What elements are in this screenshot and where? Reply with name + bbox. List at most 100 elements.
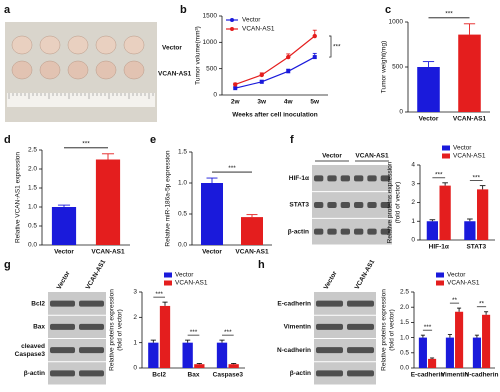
y-tick-label: 1.5: [178, 149, 187, 156]
bar: [51, 207, 77, 245]
blot-band: [367, 202, 377, 208]
blot-band: [327, 202, 337, 208]
x-tick-label: E-cadherin: [411, 372, 445, 379]
blot-band: [340, 202, 350, 208]
significance: ***: [190, 329, 198, 336]
y-axis-label: Tumor volume(mm³): [195, 26, 202, 85]
blot-row-label: Caspase3: [15, 351, 46, 358]
blot-band: [380, 175, 390, 182]
significance-bracket: [329, 35, 332, 58]
bar: [445, 337, 454, 368]
legend-label: Vector: [453, 145, 472, 152]
x-tick-label: 2w: [231, 99, 241, 106]
y-tick-label: 0.5: [28, 223, 37, 230]
blot-band: [347, 323, 374, 330]
legend-label: VCAN-AS1: [447, 280, 480, 287]
tumor: [11, 60, 33, 80]
y-tick-label: 1000: [389, 19, 404, 26]
legend-label: Vector: [175, 272, 194, 279]
blot-band: [50, 323, 75, 330]
blot-band: [316, 300, 343, 307]
y-tick-label: 0: [411, 237, 415, 244]
significance: **: [479, 300, 485, 307]
x-tick-label: Vector: [202, 249, 222, 256]
significance: ***: [424, 324, 432, 331]
legend-label: Vector: [242, 17, 261, 24]
blot-column-label: Vector: [323, 270, 339, 291]
blot-row-label: Bcl2: [31, 300, 45, 307]
marker: [312, 55, 317, 60]
x-axis-label: Weeks after cell inoculation: [232, 112, 318, 119]
x-tick-label: VCAN-AS1: [91, 249, 125, 256]
x-tick-label: Vector: [54, 249, 74, 256]
bar: [159, 305, 171, 368]
x-tick-label: Bcl2: [152, 372, 166, 379]
tumor: [67, 35, 89, 55]
y-axis-label: (fold of vector): [395, 182, 402, 224]
legend-label: VCAN-AS1: [242, 26, 275, 33]
y-tick-label: 2.0: [400, 304, 409, 311]
blot-band: [79, 370, 104, 377]
blot-band: [314, 228, 324, 235]
panel-letter: g: [4, 259, 11, 271]
y-axis-label: Relative proteins expression: [381, 289, 388, 371]
tumor: [39, 35, 61, 55]
x-tick-label: HIF-1α: [429, 244, 449, 251]
blot-band: [327, 228, 337, 235]
blot-row-label: β-actin: [290, 370, 311, 377]
tumor: [123, 35, 145, 55]
blot-column-label: Vector: [56, 270, 72, 291]
blot-row-label: N-cadherin: [277, 347, 311, 354]
bar: [455, 311, 464, 368]
blot-band: [314, 202, 324, 208]
bar: [472, 337, 481, 368]
blot-band: [340, 175, 350, 182]
blot-row-label: HIF-1α: [289, 175, 309, 182]
x-tick-label: Vimentin: [441, 372, 468, 379]
y-tick-label: 0: [213, 92, 217, 99]
bar: [439, 185, 451, 240]
tumor: [95, 60, 117, 80]
x-tick-label: N-cadherin: [465, 372, 499, 379]
blot-band: [347, 300, 374, 307]
y-tick-label: 0.0: [178, 242, 187, 249]
bar: [426, 221, 438, 240]
y-tick-label: 0.5: [400, 350, 409, 357]
blot-column-label: VCAN-AS1: [354, 258, 377, 291]
bar: [464, 221, 476, 240]
legend-marker: [230, 27, 234, 31]
blot-band: [79, 323, 104, 330]
bar: [216, 342, 228, 368]
legend-swatch: [164, 272, 172, 278]
y-tick-label: 0: [399, 109, 403, 116]
blot-band: [316, 323, 343, 330]
legend-swatch: [442, 145, 450, 151]
y-tick-label: 1.5: [28, 185, 37, 192]
tumor: [11, 35, 33, 55]
y-tick-label: 2: [133, 314, 137, 321]
legend-label: VCAN-AS1: [453, 153, 486, 160]
y-tick-label: 0.0: [400, 365, 409, 372]
photo-label: Vector: [162, 45, 182, 52]
blot-band: [354, 175, 364, 182]
y-tick-label: 1.0: [178, 180, 187, 187]
bar: [418, 337, 427, 368]
legend-swatch: [442, 153, 450, 159]
panel-letter: a: [4, 4, 11, 16]
y-tick-label: 0: [133, 365, 137, 372]
y-tick-label: 1: [411, 218, 415, 225]
x-tick-label: VCAN-AS1: [235, 249, 269, 256]
bar: [194, 364, 205, 368]
marker: [259, 79, 264, 84]
y-tick-label: 4: [411, 162, 415, 169]
photo-label: VCAN-AS1: [158, 71, 192, 78]
y-axis-label: (fold of vector): [117, 309, 124, 351]
x-tick-label: Vector: [419, 116, 439, 123]
blot-band: [79, 300, 104, 307]
bar: [95, 159, 121, 245]
blot-band: [50, 300, 75, 307]
ruler: [7, 93, 155, 107]
significance: ***: [472, 174, 480, 181]
x-tick-label: Caspase3: [213, 372, 244, 379]
